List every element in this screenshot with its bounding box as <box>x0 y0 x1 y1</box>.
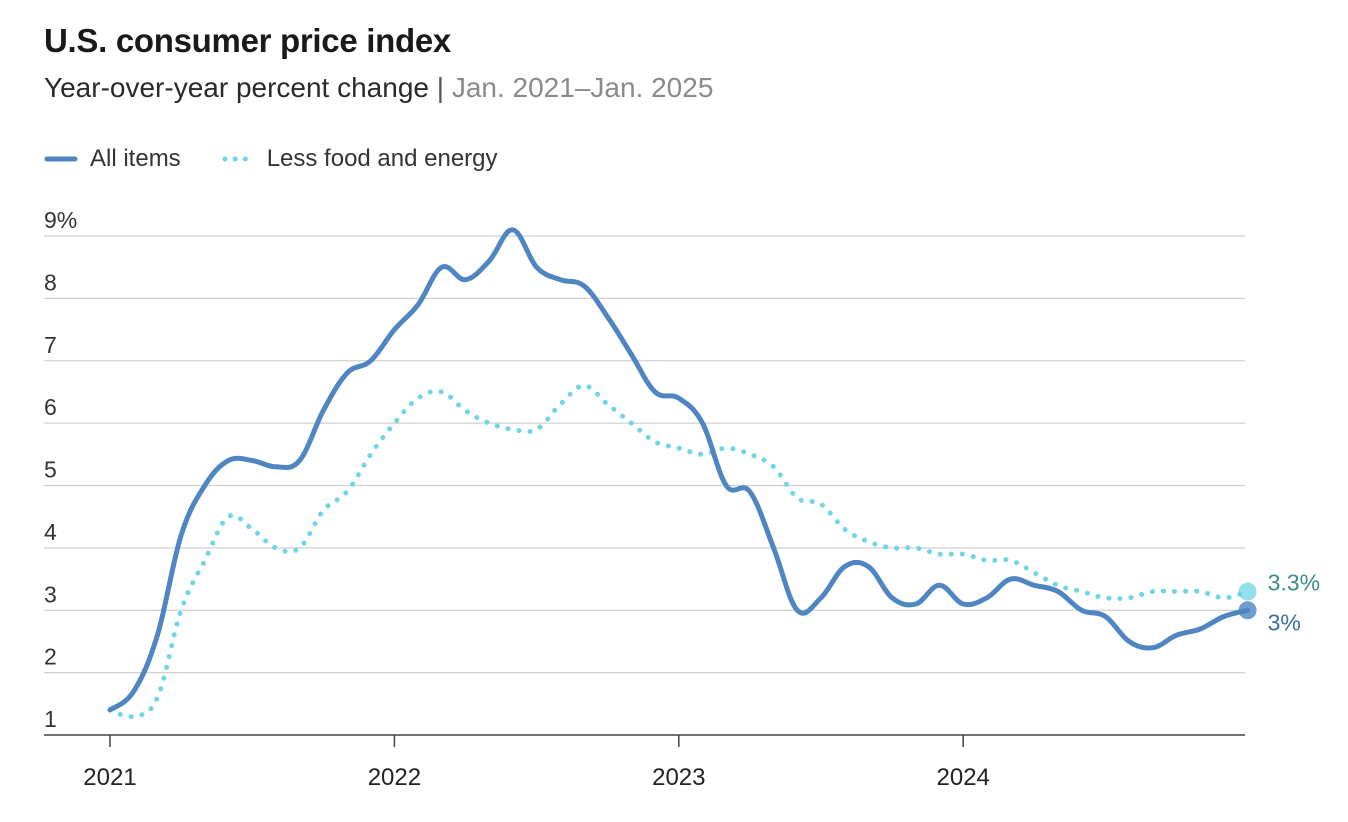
subtitle-separator: | <box>436 72 445 103</box>
x-tick-label: 2023 <box>652 764 705 791</box>
legend-item-core: Less food and energy <box>221 145 498 173</box>
series-line-core <box>107 383 1251 720</box>
y-tick-label: 5 <box>44 457 57 483</box>
x-tick-label: 2022 <box>368 764 421 791</box>
y-tick-label: 1 <box>44 706 57 732</box>
legend: All items Less food and energy <box>44 145 538 173</box>
y-tick-label: 3 <box>44 581 57 607</box>
x-tick-label: 2021 <box>83 764 136 791</box>
subtitle-date-range: Jan. 2021–Jan. 2025 <box>451 72 714 103</box>
y-tick-label: 2 <box>44 644 57 670</box>
y-tick-label: 9% <box>44 207 77 233</box>
y-tick-label: 6 <box>44 394 57 420</box>
series-line-all-items <box>107 227 1251 713</box>
chart-subtitle: Year-over-year percent change | Jan. 202… <box>44 72 713 104</box>
end-marker-core <box>1238 582 1257 601</box>
legend-label-all-items: All items <box>90 145 181 172</box>
legend-item-all-items: All items <box>44 145 181 173</box>
legend-label-core: Less food and energy <box>266 145 498 172</box>
chart-title: U.S. consumer price index <box>44 22 451 59</box>
x-tick-label: 2024 <box>937 764 990 791</box>
end-label-all-items: 3% <box>1268 609 1301 635</box>
end-marker-all-items <box>1238 601 1257 620</box>
subtitle-main: Year-over-year percent change <box>44 72 429 103</box>
end-label-core: 3.3% <box>1268 570 1320 596</box>
y-tick-label: 7 <box>44 332 57 358</box>
legend-swatch-dotted-line <box>222 156 254 162</box>
legend-swatch-solid-line <box>44 156 78 162</box>
y-tick-label: 4 <box>44 519 57 545</box>
y-tick-label: 8 <box>44 269 57 295</box>
